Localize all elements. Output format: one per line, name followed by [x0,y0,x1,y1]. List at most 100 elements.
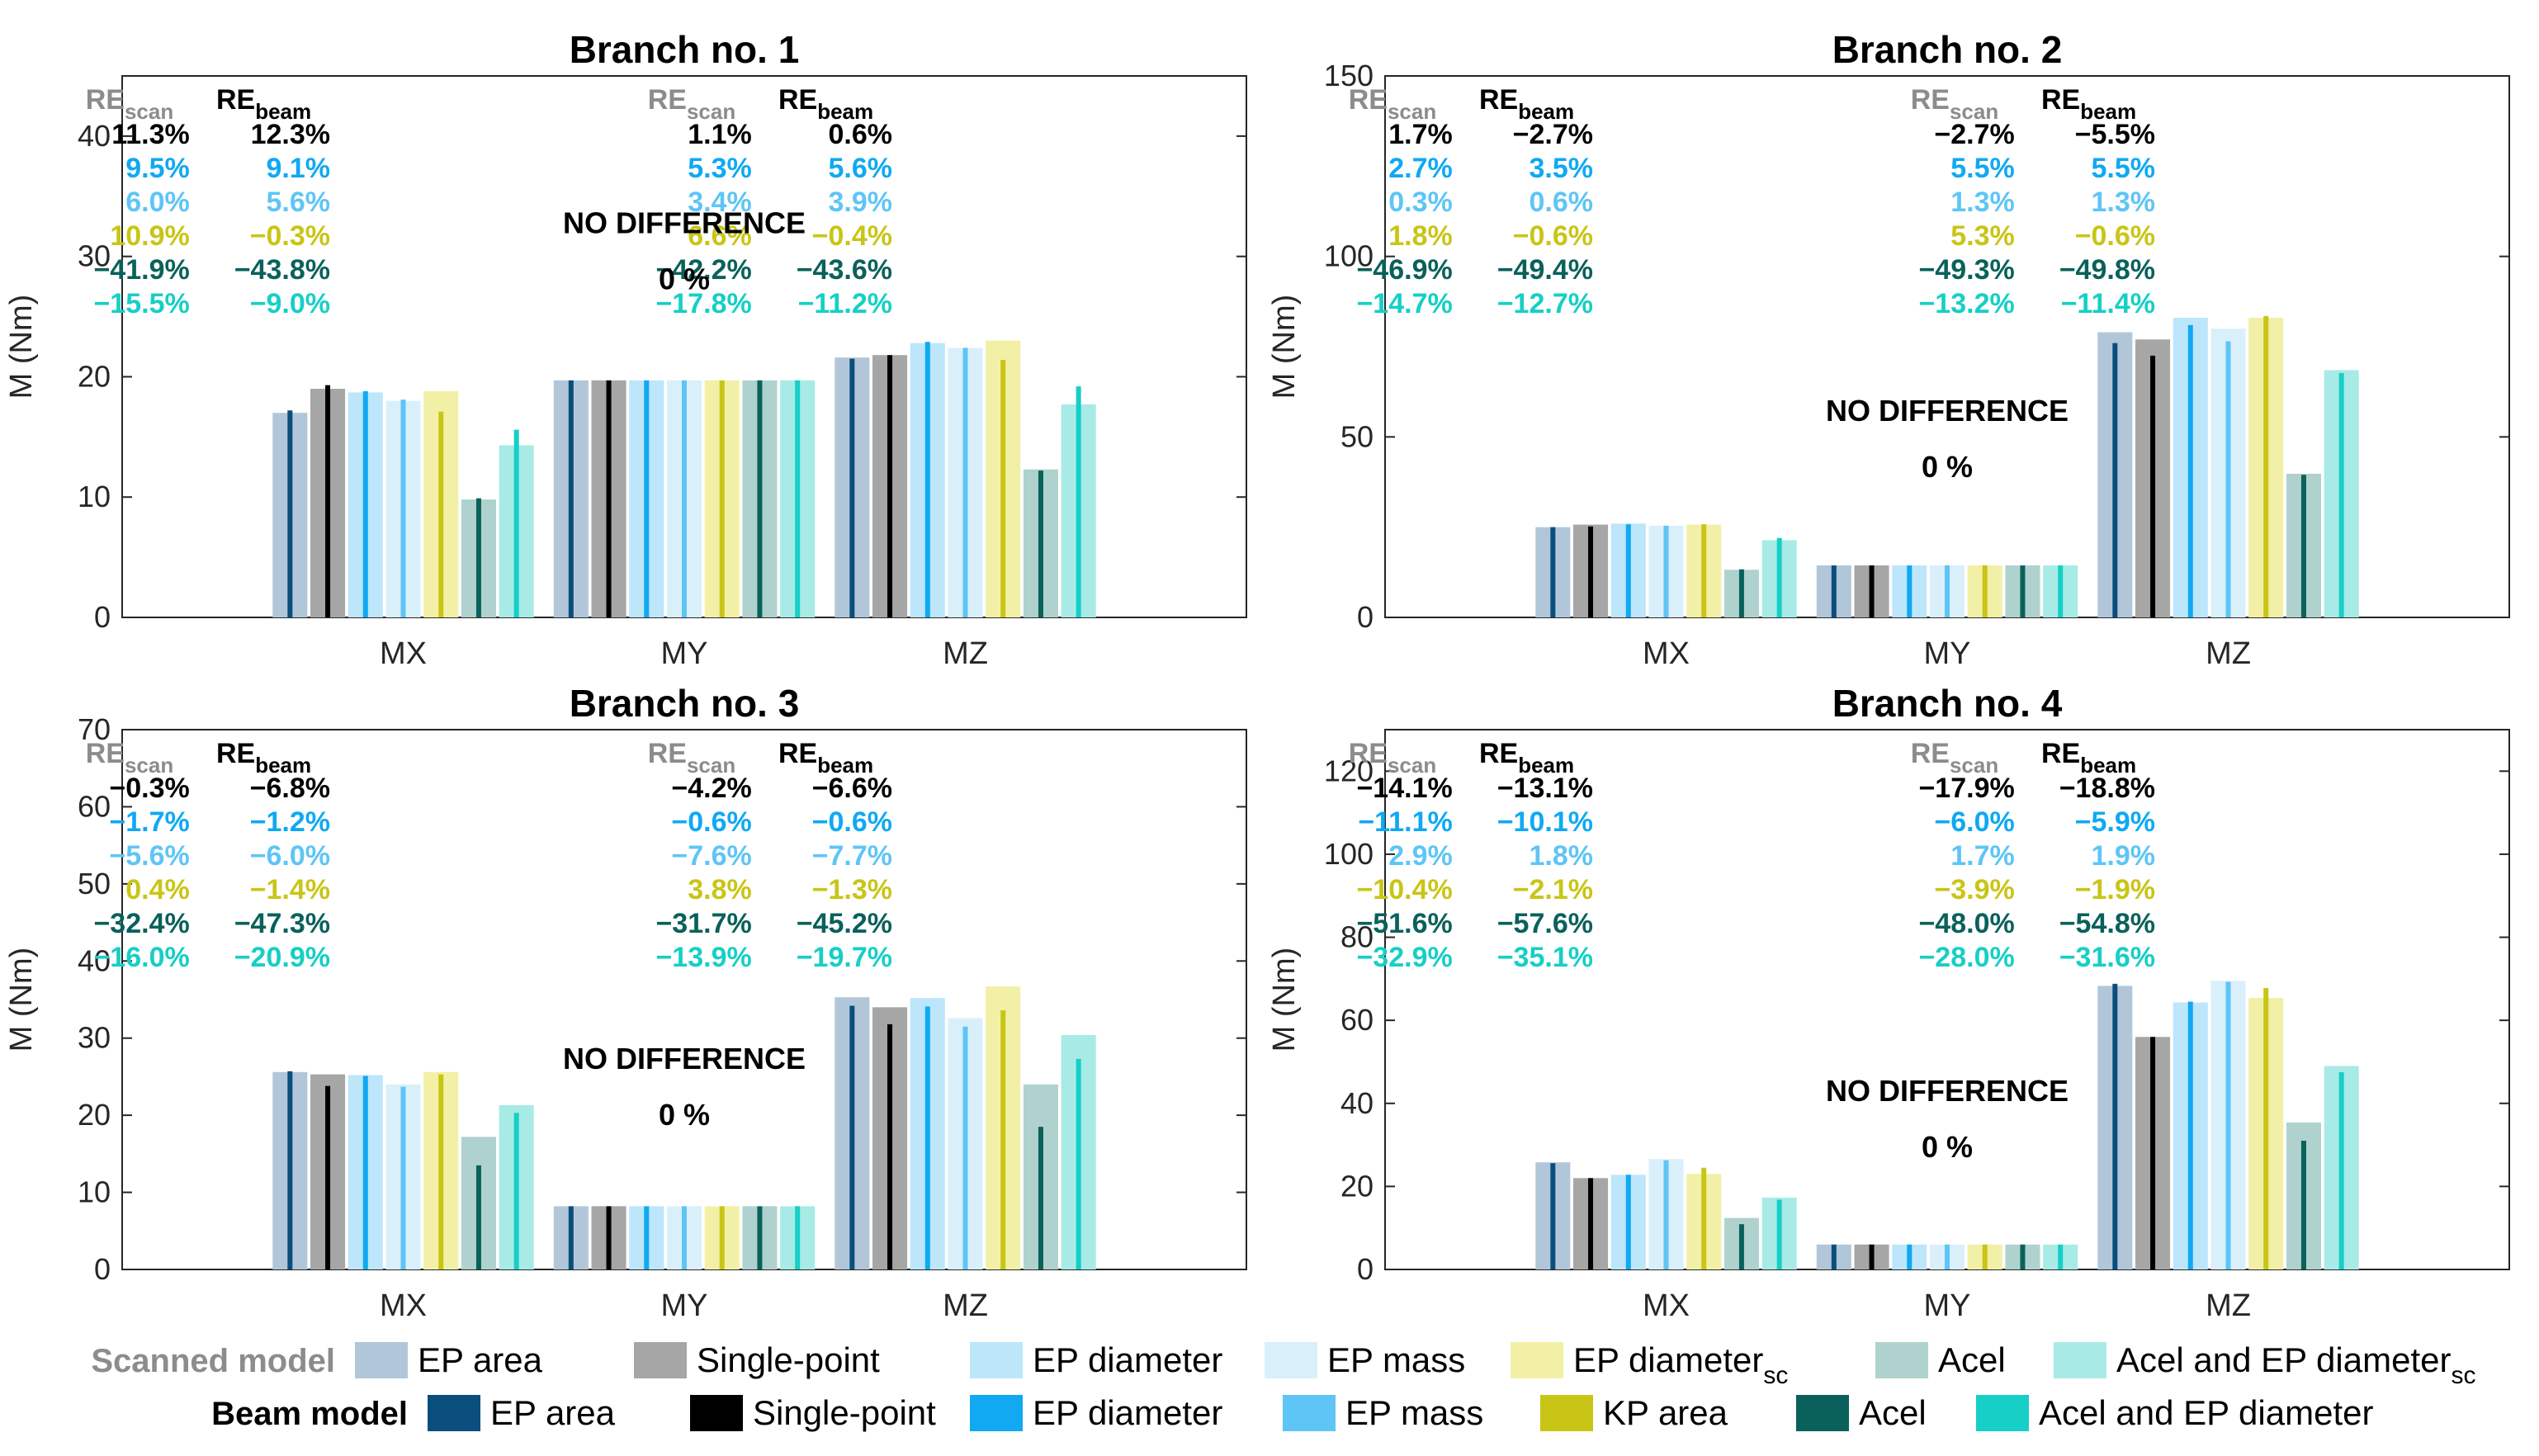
legend-label-sub: sc [2451,1362,2475,1389]
y-axis-label: M (Nm) [1267,948,1302,1052]
bar-beam [400,1086,406,1269]
re-scan-value: −42.2% [655,254,751,286]
bar-beam [1776,537,1782,617]
re-beam-header-main: RE [2041,738,2080,769]
y-tick-label: 100 [1324,837,1374,871]
re-beam-value: 5.5% [2091,153,2155,184]
y-tick-label: 10 [78,480,111,513]
legend-swatch [690,1395,743,1431]
re-beam-value: 5.6% [828,153,892,184]
legend-label: Acel and EP diameter [2039,1393,2373,1432]
re-scan-header-sub: scan [125,753,173,778]
bar-beam [1550,1163,1556,1269]
re-beam-header-sub: beam [817,99,873,124]
no-difference-label: NO DIFFERENCE [563,1042,806,1075]
bar-beam [287,1071,293,1269]
re-scan-header: REscan [86,738,174,778]
y-axis-label: M (Nm) [4,948,39,1052]
y-tick-label: 0 [94,600,111,634]
y-tick-label: 0 [1357,600,1374,634]
re-scan-header: REscan [648,738,736,778]
re-beam-header-sub: beam [1518,753,1574,778]
re-scan-value: −0.3% [109,773,189,804]
bar-beam [887,1023,893,1269]
re-scan-value: 11.3% [111,119,190,150]
re-beam-value: −2.7% [1513,119,1593,150]
re-beam-header-sub: beam [255,753,311,778]
re-scan-value: −15.5% [93,288,189,319]
legend-label-main: EP mass [1345,1393,1483,1432]
bar-beam [1907,565,1913,617]
re-scan-header-sub: scan [1388,753,1436,778]
legend-swatch [1265,1342,1317,1378]
re-beam-header: REbeam [778,738,873,778]
legend-label-main: EP area [490,1393,616,1432]
re-scan-value: −2.7% [1934,119,2014,150]
re-beam-value: −49.4% [1497,254,1593,286]
no-difference-value: 0 % [659,1098,710,1132]
re-beam-header-main: RE [1479,738,1518,769]
x-tick-label: MX [1643,636,1690,671]
re-scan-value: 9.5% [125,153,190,184]
re-beam-value: −11.4% [2061,288,2155,319]
x-tick-label: MX [380,1288,427,1323]
re-beam-value: −45.2% [797,908,892,939]
y-tick-label: 50 [78,867,111,901]
bar-beam [1038,470,1043,617]
re-beam-value: −0.6% [2075,220,2155,252]
bar-beam [682,380,687,617]
re-scan-value: 1.7% [1388,119,1453,150]
re-beam-value: −43.8% [234,254,330,286]
bar-beam [795,1206,801,1269]
bar-beam [1701,524,1707,617]
re-beam-header-sub: beam [255,99,311,124]
re-beam-header-sub: beam [2080,99,2136,124]
legend-label-sub: sc [1763,1362,1788,1389]
bar-beam [2150,1037,2156,1269]
re-scan-value: −13.9% [655,942,751,973]
bar-beam [1000,360,1006,617]
re-scan-header: REscan [1911,84,1999,124]
bar-beam [1869,1244,1875,1269]
bar-beam [1982,565,1988,617]
re-scan-value: −0.6% [671,806,751,838]
re-scan-header-sub: scan [687,99,735,124]
bar-beam [962,1026,968,1269]
y-tick-label: 20 [78,1098,111,1132]
x-tick-label: MY [661,1288,708,1323]
bar-beam [325,385,331,617]
re-beam-value: −0.3% [250,220,330,252]
re-scan-value: −28.0% [1918,942,2014,973]
bar-beam [1907,1244,1913,1269]
bar-beam [849,358,855,617]
bar-beam [438,411,444,617]
bar-beam [1776,1199,1782,1269]
re-scan-header-sub: scan [1388,99,1436,124]
y-tick-label: 70 [78,712,111,746]
y-tick-label: 120 [1324,754,1374,787]
bar-beam [568,380,574,617]
re-beam-value: 0.6% [828,119,892,150]
bar-beam [2112,983,2118,1269]
re-beam-value: −11.2% [798,288,892,319]
no-difference-value: 0 % [1922,1130,1973,1164]
re-beam-header-sub: beam [1518,99,1574,124]
re-beam-header-main: RE [1479,84,1518,116]
bar-beam [644,1206,650,1269]
re-scan-value: −16.0% [93,942,189,973]
y-tick-label: 30 [78,1021,111,1055]
x-tick-label: MY [1924,1288,1971,1323]
re-scan-header-sub: scan [687,753,735,778]
bar-beam [1663,1160,1669,1269]
re-scan-header-main: RE [1911,738,1950,769]
x-tick-label: MZ [943,1288,988,1323]
re-scan-header-main: RE [86,84,125,116]
legend-label-main: Acel [1859,1393,1927,1432]
legend-title-beam: Beam model [211,1396,408,1432]
re-beam-value: −1.2% [250,806,330,838]
legend-swatch [1540,1395,1593,1431]
bar-beam [475,498,481,617]
legend-label-main: Acel and EP diameter [2116,1340,2451,1379]
re-beam-value: −1.9% [2075,874,2155,905]
